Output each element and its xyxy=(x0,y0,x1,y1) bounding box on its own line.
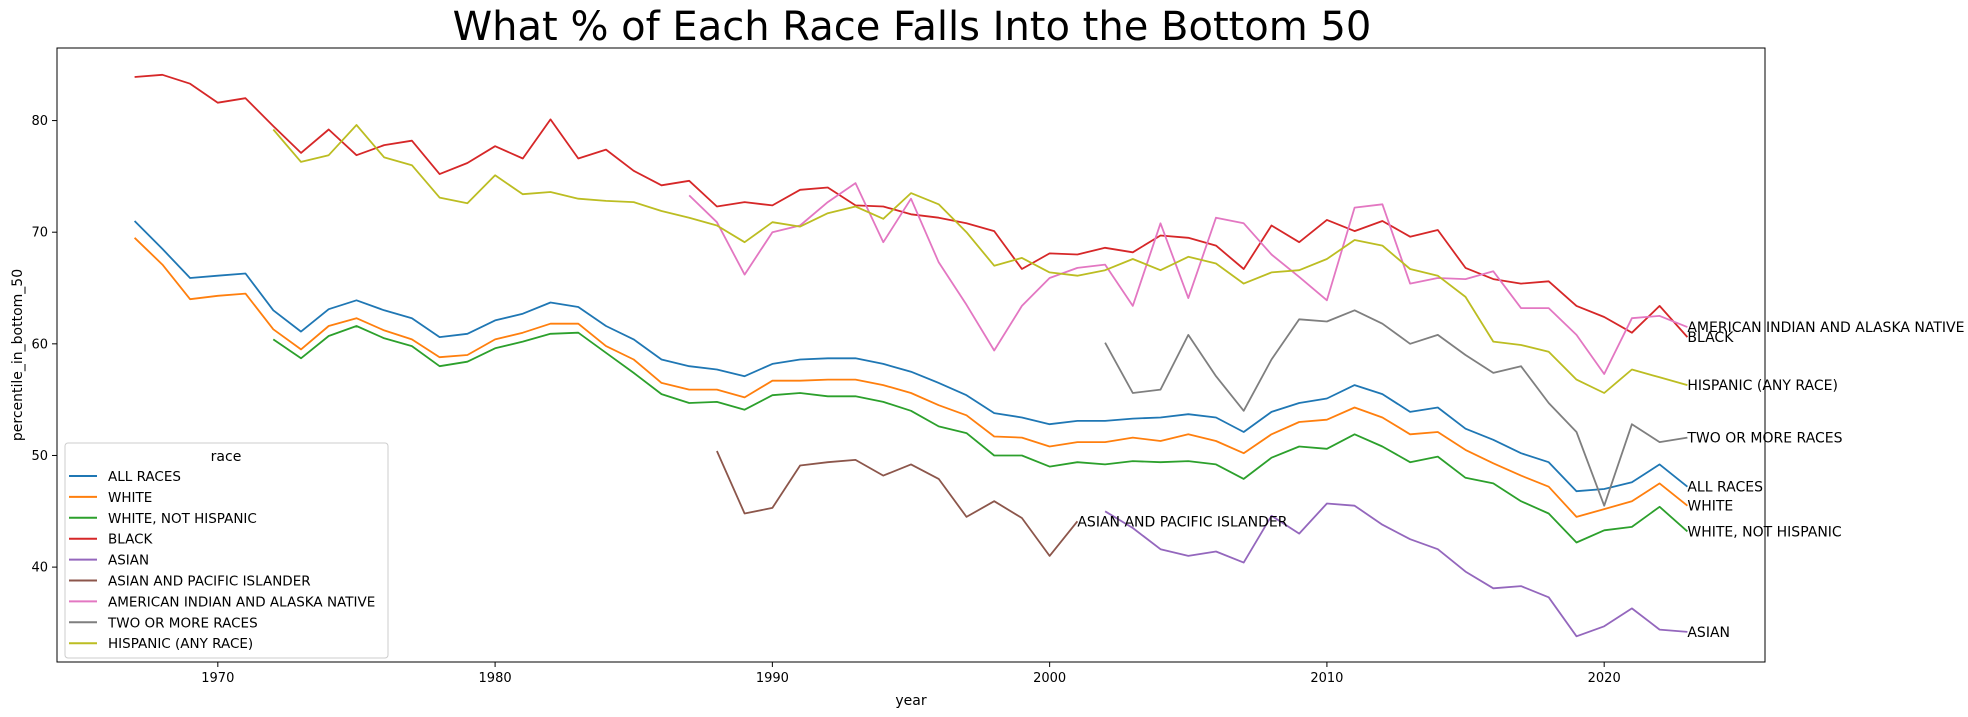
chart-title: What % of Each Race Falls Into the Botto… xyxy=(453,4,1372,50)
legend-label-american-indian-and-alaska-native: AMERICAN INDIAN AND ALASKA NATIVE xyxy=(108,594,375,610)
y-tick-label: 60 xyxy=(31,337,48,352)
end-label-black: BLACK xyxy=(1687,330,1734,346)
y-tick-label: 70 xyxy=(31,226,48,241)
series-line-two-or-more-races xyxy=(1104,309,1688,507)
legend-label-all-races: ALL RACES xyxy=(108,469,181,485)
series-line-all-races xyxy=(133,220,1688,493)
end-label-american-indian-and-alaska-native: AMERICAN INDIAN AND ALASKA NATIVE xyxy=(1687,320,1964,336)
x-tick-label: 1970 xyxy=(201,671,234,686)
legend-box xyxy=(64,442,389,659)
legend-label-white-not-hispanic: WHITE, NOT HISPANIC xyxy=(108,511,257,527)
series-line-american-indian-and-alaska-native xyxy=(688,182,1688,375)
end-label-asian: ASIAN xyxy=(1687,625,1730,641)
end-label-asian-and-pacific-islander: ASIAN AND PACIFIC ISLANDER xyxy=(1077,514,1287,530)
series-line-white xyxy=(133,237,1688,518)
end-label-white: WHITE xyxy=(1687,499,1733,515)
x-tick-label: 2000 xyxy=(1033,671,1066,686)
end-label-two-or-more-races: TWO OR MORE RACES xyxy=(1686,431,1842,447)
legend-label-black: BLACK xyxy=(108,532,154,548)
x-axis-label: year xyxy=(895,693,926,709)
x-tick-label: 1980 xyxy=(479,671,512,686)
series-end-labels: ALL RACES WHITE WHITE, NOT HISPANIC BLACK AS… xyxy=(1077,320,1964,641)
x-axis: 1970 1980 1990 2000 2010 2020 xyxy=(201,662,1621,686)
legend-label-white: WHITE xyxy=(108,490,152,506)
series-line-asian xyxy=(1104,502,1688,638)
legend-label-asian-and-pacific-islander: ASIAN AND PACIFIC ISLANDER xyxy=(108,574,311,590)
legend-label-asian: ASIAN xyxy=(108,553,149,569)
x-tick-label: 2020 xyxy=(1588,671,1621,686)
y-axis-label: percentile_in_bottom_50 xyxy=(10,269,26,441)
legend-label-hispanic-any-race: HISPANIC (ANY RACE) xyxy=(108,636,253,652)
series-line-asian-and-pacific-islander xyxy=(716,450,1079,557)
legend-items: ALL RACES WHITE WHITE, NOT HISPANIC BLACK AS… xyxy=(69,469,375,652)
plot-lines xyxy=(133,73,1689,638)
end-label-hispanic-any-race: HISPANIC (ANY RACE) xyxy=(1687,378,1838,394)
y-axis: 40 50 60 70 80 xyxy=(31,114,57,576)
series-line-white-not-hispanic xyxy=(272,325,1688,544)
y-tick-label: 80 xyxy=(31,114,48,129)
legend-title: race xyxy=(211,449,242,465)
legend: race ALL RACES WHITE WHITE, NOT HISPANIC BL… xyxy=(64,442,389,659)
end-label-white-not-hispanic: WHITE, NOT HISPANIC xyxy=(1687,524,1842,540)
legend-label-two-or-more-races: TWO OR MORE RACES xyxy=(107,615,258,631)
x-tick-label: 2010 xyxy=(1310,671,1343,686)
end-label-all-races: ALL RACES xyxy=(1687,480,1763,496)
y-tick-label: 40 xyxy=(31,561,48,576)
y-tick-label: 50 xyxy=(31,449,48,464)
x-tick-label: 1990 xyxy=(756,671,789,686)
series-line-black xyxy=(134,73,1689,338)
series-line-hispanic-any-race xyxy=(272,124,1688,394)
plot-frame xyxy=(56,47,1766,663)
